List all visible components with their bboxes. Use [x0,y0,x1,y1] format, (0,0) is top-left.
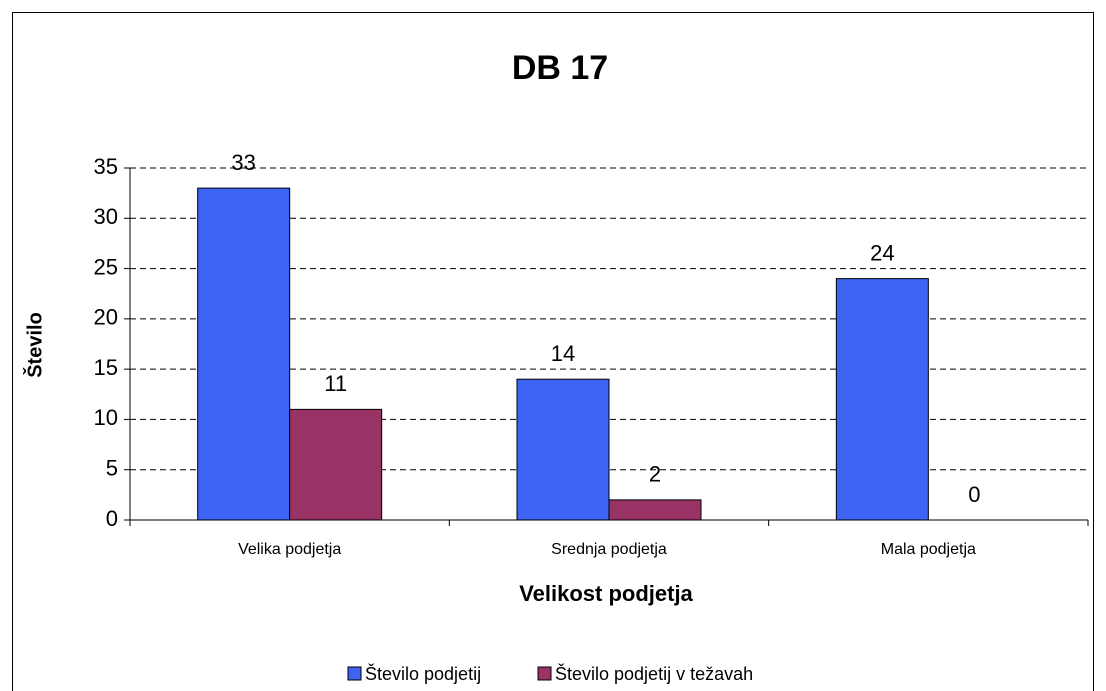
y-tick-label: 10 [94,405,118,430]
data-label: 14 [551,341,575,366]
data-label: 33 [231,150,255,175]
data-label: 2 [649,462,661,487]
y-tick-label: 30 [94,204,118,229]
legend-swatch [347,666,362,681]
y-tick-label: 25 [94,254,118,279]
legend-label: Število podjetij [365,663,481,684]
y-tick-label: 35 [94,154,118,179]
x-tick-label: Mala podjetja [881,541,976,558]
chart-title: DB 17 [512,49,608,87]
bar [289,408,383,521]
y-tick-label: 5 [106,456,118,481]
x-axis-label: Velikost podjetja [519,581,693,606]
data-label: 11 [324,371,347,396]
y-tick-label: 15 [94,355,118,380]
data-label: 0 [968,482,980,507]
x-tick-label: Srednja podjetja [551,541,667,558]
legend-label: Število podjetij v težavah [555,663,753,684]
bar [608,499,702,521]
y-tick-label: 0 [106,506,118,531]
x-tick-label: Velika podjetja [238,541,341,558]
bar [835,278,929,521]
data-label: 24 [870,240,894,265]
legend-swatch [537,666,552,681]
y-tick-label: 20 [94,305,118,330]
bar [516,378,610,521]
bar [197,187,291,521]
y-axis-label: Število [22,312,46,378]
